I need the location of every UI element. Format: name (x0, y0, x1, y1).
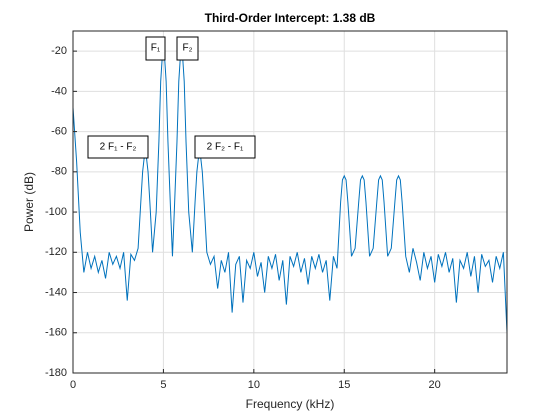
y-tick-label: -100 (45, 206, 67, 218)
y-tick-label: -40 (51, 85, 67, 97)
y-tick-label: -160 (45, 327, 67, 339)
annotation: 2 F₁ - F₂ (100, 142, 137, 153)
y-axis-label: Power (dB) (22, 172, 36, 232)
x-tick-label: 10 (248, 379, 260, 391)
annotation-box (176, 36, 199, 61)
annotation: F₂ (183, 43, 193, 54)
y-tick-label: -140 (45, 286, 67, 298)
x-axis-label: Frequency (kHz) (246, 397, 335, 411)
x-tick-label: 20 (429, 379, 441, 391)
ticks: 0 5 10 15 20 -180 -160 -140 -120 -100 -80 -60 -40 -20 (45, 45, 441, 391)
x-tick-label: 5 (160, 379, 166, 391)
spectrum-line (72, 49, 508, 333)
y-tick-label: -60 (51, 125, 67, 137)
axes-box (72, 30, 508, 374)
x-tick-label: 15 (338, 379, 350, 391)
annotation-box (145, 36, 166, 61)
y-tick-label: -120 (45, 246, 67, 258)
annotation-box (87, 135, 149, 159)
annotation: 2 F₂ - F₁ (207, 142, 244, 153)
plot (72, 49, 508, 333)
chart-title: Third-Order Intercept: 1.38 dB (205, 11, 376, 25)
x-tick-label: 0 (70, 379, 76, 391)
annotation: F₁ (151, 43, 161, 54)
annotation-box (194, 135, 256, 159)
y-tick-label: -80 (51, 166, 67, 178)
y-tick-label: -180 (45, 367, 67, 379)
y-tick-label: -20 (51, 45, 67, 57)
